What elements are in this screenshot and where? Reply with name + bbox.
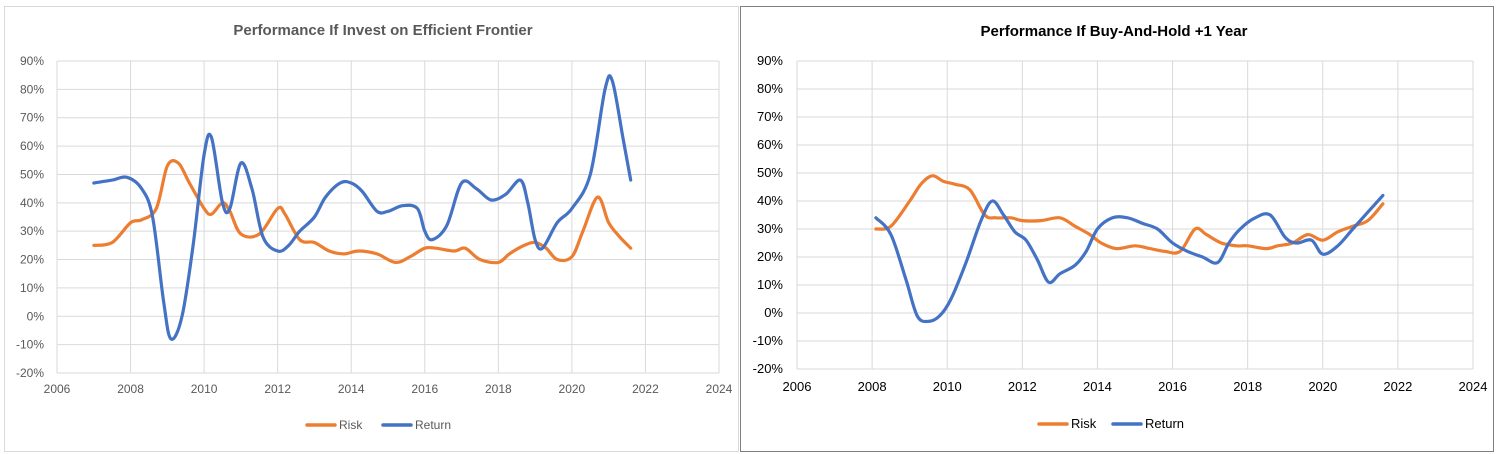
x-tick-label: 2018 xyxy=(485,382,512,396)
y-tick-label: 90% xyxy=(20,54,44,68)
chart-svg-buy-and-hold: Performance If Buy-And-Hold +1 Year -20%… xyxy=(753,23,1488,431)
x-tick-label: 2008 xyxy=(117,382,144,396)
x-tick-label: 2024 xyxy=(1459,379,1488,394)
y-tick-label: 10% xyxy=(20,281,44,295)
x-tick-label: 2008 xyxy=(858,379,887,394)
x-tick-label: 2020 xyxy=(1308,379,1337,394)
y-tick-label: 10% xyxy=(757,277,783,292)
y-tick-label: 0% xyxy=(764,305,783,320)
x-tick-label: 2016 xyxy=(1158,379,1187,394)
series-line-return xyxy=(92,74,633,341)
y-tick-label: 80% xyxy=(20,82,44,96)
y-tick-label: 30% xyxy=(757,221,783,236)
x-tick-label: 2006 xyxy=(783,379,812,394)
y-tick-label: 30% xyxy=(20,224,44,238)
y-tick-label: 40% xyxy=(757,193,783,208)
legend-label-return: Return xyxy=(415,418,451,432)
x-tick-label: 2016 xyxy=(411,382,438,396)
x-tick-label: 2024 xyxy=(706,382,733,396)
y-tick-label: -10% xyxy=(753,333,784,348)
x-tick-label: 2018 xyxy=(1233,379,1262,394)
series-line-return xyxy=(874,193,1385,324)
y-tick-label: 60% xyxy=(757,137,783,152)
chart-title: Performance If Buy-And-Hold +1 Year xyxy=(981,23,1248,40)
x-tick-label: 2022 xyxy=(632,382,659,396)
y-tick-label: 90% xyxy=(757,53,783,68)
y-tick-label: -20% xyxy=(16,366,44,380)
y-tick-label: -10% xyxy=(16,338,44,352)
series-line-risk xyxy=(92,159,633,265)
y-tick-label: 60% xyxy=(20,139,44,153)
x-tick-label: 2012 xyxy=(1008,379,1037,394)
chart-panel-efficient-frontier: Performance If Invest on Efficient Front… xyxy=(4,6,739,452)
x-tick-label: 2012 xyxy=(264,382,291,396)
x-tick-label: 2022 xyxy=(1383,379,1412,394)
y-tick-label: -20% xyxy=(753,361,784,376)
legend-label-return: Return xyxy=(1145,416,1184,431)
y-tick-label: 0% xyxy=(27,309,45,323)
chart-title: Performance If Invest on Efficient Front… xyxy=(233,22,532,39)
legend-label-risk: Risk xyxy=(1071,416,1097,431)
y-tick-label: 40% xyxy=(20,196,44,210)
chart-svg-efficient-frontier: Performance If Invest on Efficient Front… xyxy=(16,22,733,432)
x-tick-label: 2014 xyxy=(338,382,365,396)
x-tick-label: 2010 xyxy=(933,379,962,394)
y-tick-label: 70% xyxy=(757,109,783,124)
y-tick-label: 80% xyxy=(757,81,783,96)
y-tick-label: 50% xyxy=(20,167,44,181)
y-tick-label: 20% xyxy=(757,249,783,264)
y-tick-label: 20% xyxy=(20,253,44,267)
y-tick-label: 50% xyxy=(757,165,783,180)
legend-label-risk: Risk xyxy=(339,418,363,432)
chart-panel-buy-and-hold: Performance If Buy-And-Hold +1 Year -20%… xyxy=(740,6,1494,452)
x-tick-label: 2006 xyxy=(44,382,71,396)
x-tick-label: 2010 xyxy=(191,382,218,396)
x-tick-label: 2014 xyxy=(1083,379,1112,394)
y-tick-label: 70% xyxy=(20,111,44,125)
x-tick-label: 2020 xyxy=(559,382,586,396)
